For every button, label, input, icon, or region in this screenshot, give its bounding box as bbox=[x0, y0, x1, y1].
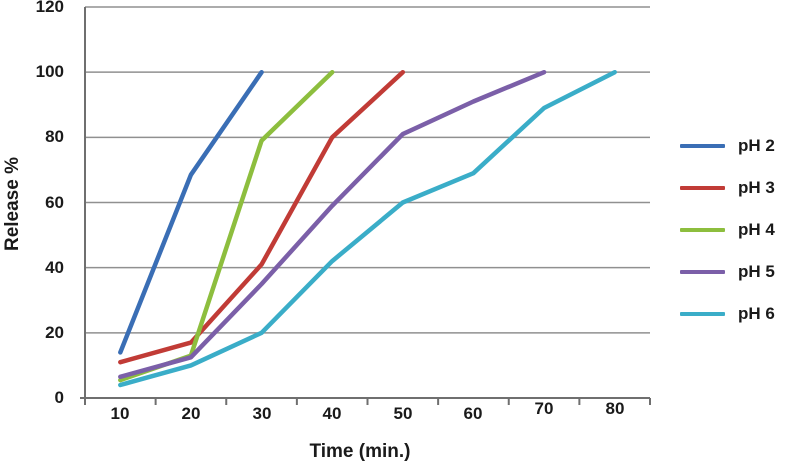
legend-line-swatch bbox=[680, 186, 725, 190]
legend-line-swatch bbox=[680, 312, 725, 316]
y-axis-title: Release % bbox=[2, 157, 23, 252]
x-tick-label: 10 bbox=[110, 404, 130, 423]
x-tick-label: 70 bbox=[534, 399, 554, 418]
legend-label: pH 5 bbox=[738, 262, 775, 281]
series-line-ph-2 bbox=[118, 69, 264, 355]
x-axis-title: Time (min.) bbox=[309, 441, 411, 462]
legend-item-ph2: pH 2 bbox=[680, 136, 775, 156]
legend-label: pH 6 bbox=[738, 304, 775, 323]
x-tick-label: 20 bbox=[181, 404, 201, 423]
legend-line-swatch bbox=[680, 144, 725, 148]
legend-label: pH 2 bbox=[738, 136, 775, 155]
series-line-ph-5 bbox=[118, 69, 547, 380]
legend-label: pH 4 bbox=[738, 220, 775, 239]
y-tick-label: 120 bbox=[35, 0, 64, 16]
x-tick-label: 50 bbox=[393, 404, 413, 423]
legend-item-ph3: pH 3 bbox=[680, 178, 775, 198]
x-tick-label: 80 bbox=[605, 399, 625, 418]
legend-line-swatch bbox=[680, 270, 725, 274]
legend-item-ph4: pH 4 bbox=[680, 220, 775, 240]
legend-line-swatch bbox=[680, 228, 725, 232]
legend-label: pH 3 bbox=[738, 178, 775, 197]
legend-item-ph6: pH 6 bbox=[680, 304, 775, 324]
y-tick-label: 40 bbox=[45, 258, 64, 277]
x-tick-label: 30 bbox=[252, 404, 272, 423]
series-line-ph-6 bbox=[118, 69, 617, 388]
x-tick-label: 40 bbox=[322, 404, 342, 423]
series-line-ph-4 bbox=[118, 69, 335, 383]
series-line-ph-3 bbox=[118, 69, 406, 365]
legend-item-ph5: pH 5 bbox=[680, 262, 775, 282]
y-tick-label: 0 bbox=[54, 388, 64, 407]
x-tick-label: 60 bbox=[463, 404, 483, 423]
legend: pH 2 pH 3 pH 4 pH 5 pH 6 bbox=[680, 136, 775, 324]
y-tick-label: 80 bbox=[45, 127, 64, 146]
y-tick-label: 100 bbox=[35, 62, 64, 81]
y-tick-label: 20 bbox=[45, 323, 64, 342]
y-tick-label: 60 bbox=[45, 193, 64, 212]
